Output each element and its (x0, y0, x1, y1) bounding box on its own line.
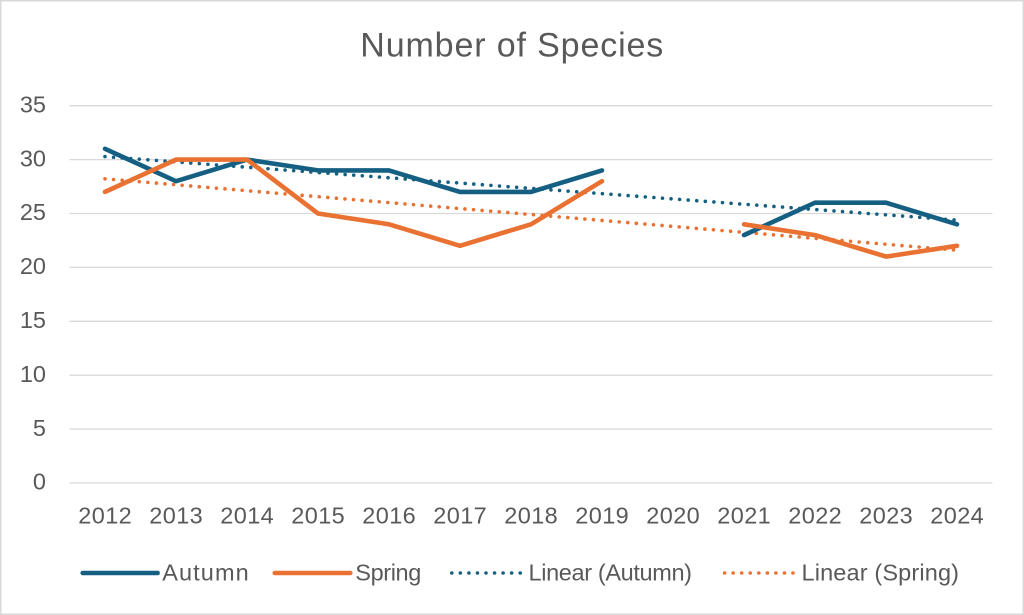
svg-text:30: 30 (20, 145, 46, 171)
svg-text:Linear (Spring): Linear (Spring) (802, 560, 960, 586)
svg-text:2024: 2024 (930, 502, 984, 528)
svg-text:5: 5 (33, 415, 46, 441)
svg-text:2012: 2012 (78, 502, 132, 528)
svg-text:2023: 2023 (859, 502, 913, 528)
svg-text:2015: 2015 (291, 502, 345, 528)
svg-text:2019: 2019 (575, 502, 629, 528)
svg-text:10: 10 (20, 361, 46, 387)
svg-text:2017: 2017 (433, 502, 487, 528)
svg-text:35: 35 (20, 91, 46, 117)
svg-text:Linear (Autumn): Linear (Autumn) (529, 560, 693, 586)
svg-text:2021: 2021 (717, 502, 771, 528)
svg-text:Spring: Spring (355, 560, 421, 586)
svg-text:2022: 2022 (788, 502, 842, 528)
svg-text:Autumn: Autumn (162, 560, 249, 586)
svg-text:2018: 2018 (504, 502, 558, 528)
svg-text:0: 0 (33, 469, 46, 495)
svg-text:2014: 2014 (220, 502, 274, 528)
svg-text:20: 20 (20, 253, 46, 279)
svg-text:2020: 2020 (646, 502, 700, 528)
svg-text:Number of Species: Number of Species (360, 27, 663, 65)
svg-text:2013: 2013 (149, 502, 203, 528)
svg-text:2016: 2016 (362, 502, 416, 528)
svg-text:15: 15 (20, 307, 46, 333)
svg-text:25: 25 (20, 199, 46, 225)
